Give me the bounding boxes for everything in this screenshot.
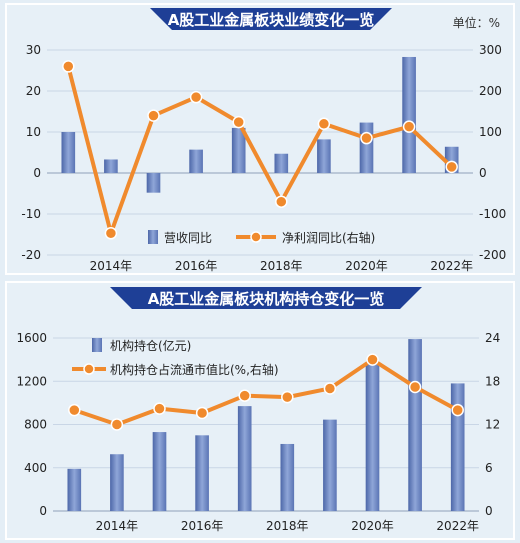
y-left-tick-label: -10 — [21, 207, 41, 221]
bar — [274, 153, 289, 173]
panel-1-axes: 30 300 20 200 10 100 0 0 -10 -100 -20 -200 2014年 2016… — [21, 43, 506, 273]
series-line — [66, 65, 454, 236]
y-left-tick-label: 1600 — [16, 331, 47, 345]
x-tick-label: 2020年 — [351, 519, 394, 533]
x-tick-label: 2018年 — [266, 519, 309, 533]
x-tick-label: 2022年 — [436, 519, 479, 533]
line-point — [408, 380, 422, 394]
y-left-tick-label: -20 — [21, 248, 41, 262]
y-right-tick-label: 100 — [479, 125, 502, 139]
bar — [323, 419, 337, 511]
y-left-tick-label: 20 — [26, 84, 41, 98]
x-tick-label: 2018年 — [260, 259, 303, 273]
panel-1-frame — [5, 3, 515, 275]
line-point — [68, 403, 81, 417]
y-right-tick-label: -200 — [479, 248, 506, 262]
line-point — [360, 131, 373, 145]
legend-holdings-swatch — [92, 338, 102, 352]
line-point — [232, 115, 245, 129]
line-point — [451, 403, 464, 417]
panel-holdings: A股工业金属板块机构持仓变化一览 1600 24 1200 18 800 12 400 6 0 0… — [5, 281, 515, 540]
line-point — [445, 160, 458, 174]
line-point — [189, 90, 203, 104]
bar — [61, 132, 76, 173]
x-tick-label: 2020年 — [345, 259, 388, 273]
line-point — [275, 195, 288, 208]
panel-1-title: A股工业金属板块业绩变化一览 — [168, 11, 375, 29]
line-point — [402, 120, 416, 133]
line-point — [62, 60, 75, 73]
bar — [402, 56, 416, 173]
bar — [365, 363, 380, 511]
y-right-tick-label: 0 — [479, 166, 487, 180]
panel-2-legend: 机构持仓(亿元) 机构持仓占流通市值比(%,右轴) — [72, 338, 279, 377]
x-tick-label: 2016年 — [181, 519, 224, 533]
y-left-tick-label: 0 — [39, 504, 47, 518]
y-right-tick-label: 12 — [485, 418, 500, 432]
x-tick-label: 2022年 — [430, 259, 473, 273]
legend-profit-label: 净利润同比(右轴) — [282, 230, 375, 245]
panel-1-legend: 营收同比 净利润同比(右轴) — [148, 230, 375, 245]
panel-2-axes: 1600 24 1200 18 800 12 400 6 0 0 2014年 2016年 2018年 20… — [16, 331, 500, 533]
y-left-tick-label: 400 — [24, 461, 47, 475]
panel-1-bars — [61, 56, 459, 193]
panel-2-title: A股工业金属板块机构持仓变化一览 — [148, 290, 385, 308]
bar — [146, 173, 161, 193]
y-right-tick-label: -100 — [479, 207, 506, 221]
y-left-tick-label: 800 — [24, 418, 47, 432]
line-point — [281, 390, 294, 404]
line-point — [104, 227, 118, 240]
bar — [104, 159, 118, 173]
panel-2-frame — [5, 281, 515, 540]
y-left-tick-label: 30 — [26, 43, 41, 57]
panel-2-line — [68, 353, 464, 431]
y-right-tick-label: 200 — [479, 84, 502, 98]
bar — [359, 122, 374, 173]
legend-bar-swatch — [148, 230, 158, 244]
x-tick-label: 2014年 — [90, 259, 133, 273]
line-point — [366, 353, 379, 366]
bar — [231, 127, 246, 173]
y-right-tick-label: 24 — [485, 331, 500, 345]
line-point — [323, 382, 337, 395]
line-point — [147, 109, 160, 122]
y-left-tick-label: 1200 — [16, 374, 47, 388]
bar — [237, 406, 252, 511]
legend-ratio-marker — [83, 363, 95, 375]
legend-revenue-label: 营收同比 — [164, 231, 212, 245]
y-left-tick-label: 0 — [33, 166, 41, 180]
bar — [195, 435, 209, 511]
legend-ratio-label: 机构持仓占流通市值比(%,右轴) — [110, 362, 279, 377]
bar — [189, 149, 203, 173]
panel-1-title-banner — [150, 8, 392, 30]
line-point — [317, 117, 331, 131]
line-point — [110, 418, 124, 431]
bar — [280, 443, 295, 511]
series-line — [73, 357, 459, 427]
x-tick-label: 2016年 — [175, 259, 218, 273]
y-right-tick-label: 6 — [485, 461, 493, 475]
bar — [67, 468, 82, 511]
panel-1-line — [62, 60, 458, 240]
bar — [110, 454, 124, 511]
line-point — [153, 402, 166, 415]
y-right-tick-label: 300 — [479, 43, 502, 57]
bar — [152, 432, 167, 511]
line-point — [238, 389, 251, 402]
bar — [317, 139, 331, 173]
panel-revenue-profit: A股工业金属板块业绩变化一览 单位：% 30 300 20 200 10 100 0 0 -10… — [5, 3, 515, 275]
y-right-tick-label: 18 — [485, 374, 500, 388]
legend-holdings-label: 机构持仓(亿元) — [110, 338, 191, 353]
y-left-tick-label: 10 — [26, 125, 41, 139]
panel-1-unit-label: 单位：% — [453, 15, 500, 30]
panel-2-title-banner — [110, 287, 422, 309]
line-point — [195, 406, 209, 420]
x-tick-label: 2014年 — [96, 519, 139, 533]
legend-line-marker — [250, 231, 262, 243]
bar — [450, 383, 465, 511]
bar — [408, 339, 422, 511]
y-right-tick-label: 0 — [485, 504, 493, 518]
